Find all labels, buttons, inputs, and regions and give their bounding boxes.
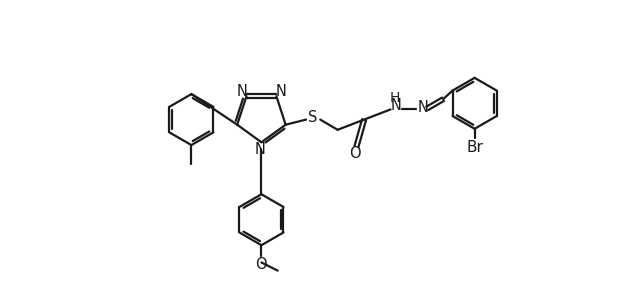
Text: N: N <box>390 98 401 113</box>
Text: N: N <box>276 84 287 99</box>
Text: O: O <box>255 257 268 271</box>
Text: Br: Br <box>466 140 483 155</box>
Text: O: O <box>349 146 361 161</box>
Text: N: N <box>236 84 247 99</box>
Text: N: N <box>417 100 428 115</box>
Text: H: H <box>390 91 400 105</box>
Text: S: S <box>308 110 318 125</box>
Text: N: N <box>255 142 266 157</box>
